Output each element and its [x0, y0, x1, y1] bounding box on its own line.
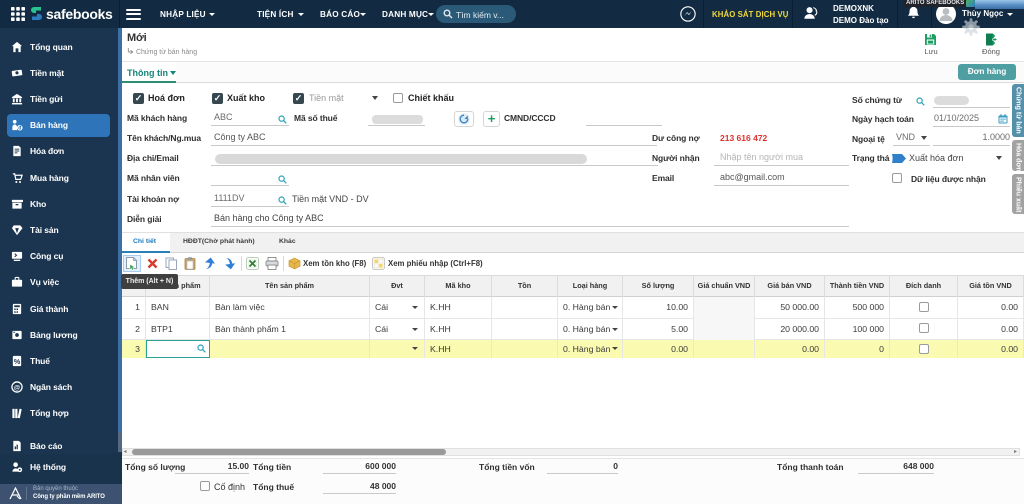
svg-text:đ: đ — [18, 126, 22, 131]
svg-text:@: @ — [14, 384, 20, 391]
svg-text:%: % — [14, 357, 21, 366]
